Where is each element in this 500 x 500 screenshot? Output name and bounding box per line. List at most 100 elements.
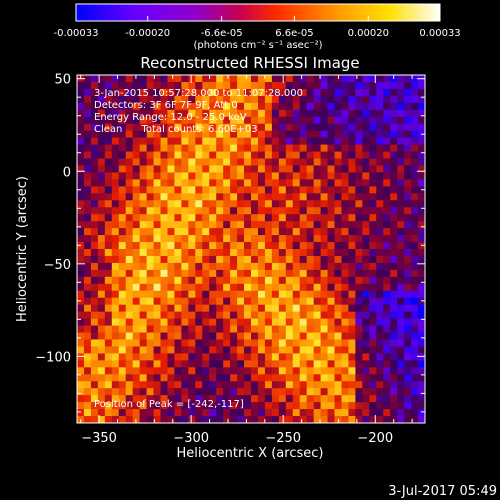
heatmap-cell xyxy=(244,130,252,139)
heatmap-cell xyxy=(111,130,120,139)
heatmap-cell xyxy=(83,332,92,341)
heatmap-cell xyxy=(146,235,155,243)
heatmap-cell xyxy=(139,262,148,271)
heatmap-cell xyxy=(202,269,210,278)
heatmap-cell xyxy=(230,388,238,396)
heatmap-cell xyxy=(251,395,259,403)
heatmap-cell xyxy=(376,158,384,167)
heatmap-cell xyxy=(223,360,231,368)
heatmap-cell xyxy=(174,95,182,104)
heatmap-cell xyxy=(118,172,127,180)
heatmap-cell xyxy=(383,395,391,403)
heatmap-cell xyxy=(251,102,259,111)
heatmap-cell xyxy=(376,374,384,382)
heatmap-cell xyxy=(278,165,287,174)
heatmap-cell xyxy=(125,242,134,250)
heatmap-cell xyxy=(264,353,273,361)
heatmap-cell xyxy=(341,297,350,306)
heatmap-cell xyxy=(77,144,85,153)
heatmap-cell xyxy=(97,214,106,222)
heatmap-cell xyxy=(181,102,189,111)
heatmap-cell xyxy=(77,255,85,264)
heatmap-cell xyxy=(223,255,231,264)
heatmap-cell xyxy=(223,262,231,271)
heatmap-cell xyxy=(369,144,377,153)
heatmap-cell xyxy=(257,95,266,104)
heatmap-cell xyxy=(209,304,217,313)
heatmap-cell xyxy=(167,75,176,83)
heatmap-cell xyxy=(411,255,419,264)
heatmap-cell xyxy=(139,304,148,313)
heatmap-cell xyxy=(111,388,120,396)
heatmap-cell xyxy=(251,304,259,313)
heatmap-cell xyxy=(195,311,203,320)
heatmap-cell xyxy=(230,179,238,187)
heatmap-cell xyxy=(257,262,266,271)
heatmap-cell xyxy=(251,193,259,201)
heatmap-cell xyxy=(327,249,336,257)
heatmap-cell xyxy=(418,207,425,215)
heatmap-cell xyxy=(132,283,141,292)
heatmap-cell xyxy=(362,283,370,292)
heatmap-cell xyxy=(195,290,203,299)
heatmap-cell xyxy=(404,144,412,153)
heatmap-cell xyxy=(355,193,363,201)
heatmap-cell xyxy=(292,228,301,236)
heatmap-cell xyxy=(264,360,273,368)
heatmap-cell xyxy=(369,116,377,125)
heatmap-cell xyxy=(174,193,182,201)
heatmap-cell xyxy=(299,325,308,334)
heatmap-cell xyxy=(216,416,224,423)
heatmap-cell xyxy=(334,402,343,410)
heatmap-cell xyxy=(181,81,189,90)
heatmap-cell xyxy=(132,255,141,264)
heatmap-cell xyxy=(77,381,85,389)
heatmap-cell xyxy=(216,367,224,375)
heatmap-cell xyxy=(257,290,266,299)
heatmap-cell xyxy=(411,172,419,180)
heatmap-cell xyxy=(104,214,113,222)
heatmap-cell xyxy=(376,290,384,299)
heatmap-cell xyxy=(237,214,245,222)
heatmap-cell xyxy=(251,214,259,222)
heatmap-cell xyxy=(271,193,280,201)
heatmap-cell xyxy=(411,367,419,375)
heatmap-cell xyxy=(181,262,189,271)
heatmap-cell xyxy=(334,367,343,375)
heatmap-cell xyxy=(278,123,287,132)
heatmap-cell xyxy=(397,186,405,194)
heatmap-cell xyxy=(132,102,141,111)
heatmap-cell xyxy=(306,179,315,187)
heatmap-cell xyxy=(369,95,377,104)
heatmap-cell xyxy=(264,402,273,410)
heatmap-cell xyxy=(404,374,412,382)
heatmap-cell xyxy=(97,179,106,187)
heatmap-cell xyxy=(355,165,363,174)
heatmap-cell xyxy=(181,242,189,250)
heatmap-cell xyxy=(90,262,99,271)
heatmap-cell xyxy=(327,262,336,271)
heatmap-cell xyxy=(320,318,329,327)
heatmap-cell xyxy=(146,200,155,208)
heatmap-cell xyxy=(132,297,141,306)
heatmap-cell xyxy=(160,255,169,264)
heatmap-cell xyxy=(404,235,412,243)
heatmap-cell xyxy=(348,123,356,132)
heatmap-cell xyxy=(404,242,412,250)
heatmap-cell xyxy=(313,353,322,361)
heatmap-cell xyxy=(341,151,350,160)
heatmap-cell xyxy=(237,172,245,180)
heatmap-cell xyxy=(327,228,336,236)
heatmap-cell xyxy=(334,95,343,104)
heatmap-cell xyxy=(271,276,280,285)
heatmap-cell xyxy=(404,304,412,313)
heatmap-cell xyxy=(153,193,162,201)
heatmap-cell xyxy=(195,346,203,354)
heatmap-cell xyxy=(383,353,391,361)
heatmap-cell xyxy=(327,165,336,174)
heatmap-cell xyxy=(83,200,92,208)
heatmap-cell xyxy=(313,207,322,215)
heatmap-cell xyxy=(118,130,127,139)
heatmap-cell xyxy=(195,318,203,327)
heatmap-cell xyxy=(83,367,92,375)
